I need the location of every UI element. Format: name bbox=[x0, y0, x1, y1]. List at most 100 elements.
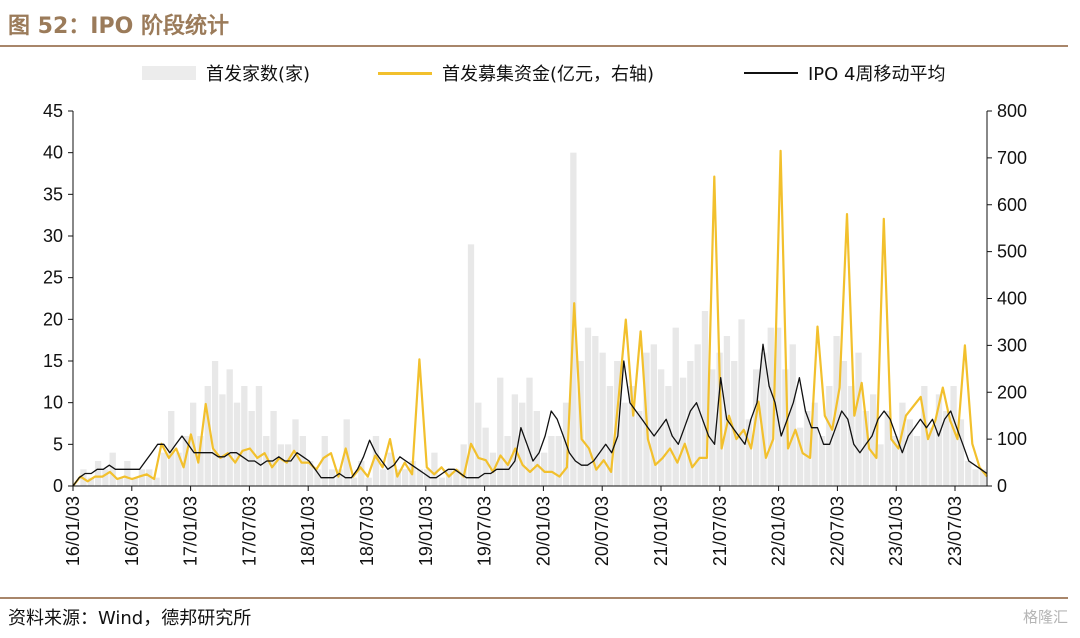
x-tick-label: 20/07/03 bbox=[592, 496, 612, 566]
legend-label-count: 首发家数(家) bbox=[206, 64, 311, 85]
x-tick-label: 18/01/03 bbox=[298, 496, 318, 566]
bar bbox=[350, 477, 358, 486]
bar bbox=[599, 352, 606, 486]
right-tick-label: 200 bbox=[997, 382, 1027, 402]
bar bbox=[248, 411, 255, 486]
bar bbox=[745, 419, 753, 486]
bar bbox=[489, 452, 497, 486]
bar bbox=[621, 402, 628, 486]
bar bbox=[767, 327, 774, 486]
bar bbox=[285, 444, 292, 486]
legend-label-ma: IPO 4周移动平均 bbox=[808, 64, 946, 85]
right-tick-label: 300 bbox=[997, 335, 1027, 355]
bar bbox=[862, 411, 870, 486]
chart-title: 图 52：IPO 阶段统计 bbox=[8, 14, 229, 39]
bar bbox=[160, 452, 168, 486]
x-tick-label: 16/07/03 bbox=[122, 496, 142, 566]
bar bbox=[533, 411, 540, 486]
bar bbox=[709, 369, 716, 486]
bar bbox=[811, 402, 818, 486]
legend: 首发家数(家) 首发募集资金(亿元，右轴) IPO 4周移动平均 bbox=[0, 60, 1080, 88]
bar bbox=[694, 344, 701, 486]
bar bbox=[94, 461, 102, 486]
bar bbox=[921, 386, 928, 486]
bar bbox=[606, 386, 614, 486]
bar bbox=[796, 427, 804, 486]
legend-item-fundraising: 首发募集资金(亿元，右轴) bbox=[378, 60, 654, 86]
bar bbox=[935, 394, 943, 486]
left-tick-label: 35 bbox=[43, 184, 63, 204]
x-tick-label: 23/07/03 bbox=[945, 496, 965, 566]
left-tick-label: 20 bbox=[43, 309, 63, 329]
bar bbox=[716, 352, 723, 486]
bar bbox=[701, 311, 709, 486]
left-tick-label: 45 bbox=[43, 101, 63, 121]
bar bbox=[672, 327, 679, 486]
bar bbox=[131, 477, 138, 486]
bar bbox=[774, 327, 782, 486]
bar bbox=[497, 377, 504, 486]
left-tick-label: 15 bbox=[43, 351, 63, 371]
right-tick-label: 600 bbox=[997, 195, 1027, 215]
bar bbox=[453, 469, 460, 486]
fundraising-line bbox=[72, 149, 988, 487]
bar bbox=[372, 436, 380, 486]
bar bbox=[219, 394, 226, 486]
bar bbox=[365, 477, 372, 486]
left-tick-label: 10 bbox=[43, 393, 63, 413]
x-tick-label: 22/01/03 bbox=[769, 496, 789, 566]
x-tick-label: 23/01/03 bbox=[886, 496, 906, 566]
bar bbox=[146, 469, 153, 486]
ma-line bbox=[72, 343, 988, 487]
left-tick-label: 5 bbox=[53, 434, 63, 454]
bar bbox=[306, 461, 314, 486]
bar bbox=[380, 469, 387, 486]
bar bbox=[979, 469, 986, 486]
bar bbox=[204, 386, 211, 486]
bar bbox=[950, 386, 957, 486]
bar bbox=[314, 469, 321, 486]
bar bbox=[321, 436, 328, 486]
bar bbox=[818, 436, 826, 486]
bar bbox=[358, 461, 365, 486]
right-tick-label: 500 bbox=[997, 242, 1027, 262]
bar bbox=[584, 327, 592, 486]
bar bbox=[175, 452, 182, 486]
bar bbox=[387, 452, 394, 486]
left-tick-label: 30 bbox=[43, 226, 63, 246]
bar bbox=[197, 436, 204, 486]
bar bbox=[511, 394, 519, 486]
bar bbox=[226, 369, 233, 486]
bar bbox=[116, 477, 124, 486]
bar bbox=[467, 244, 475, 486]
bar bbox=[753, 369, 760, 486]
bar bbox=[957, 419, 965, 486]
bottom-rule bbox=[0, 597, 1068, 599]
bar bbox=[153, 477, 160, 486]
bar bbox=[416, 469, 423, 486]
bar bbox=[614, 361, 621, 486]
bar bbox=[826, 386, 833, 486]
legend-item-count: 首发家数(家) bbox=[142, 60, 310, 86]
bar bbox=[855, 352, 862, 486]
bar bbox=[438, 477, 445, 486]
bar bbox=[526, 377, 533, 486]
bar bbox=[138, 469, 146, 486]
x-tick-label: 19/01/03 bbox=[416, 496, 436, 566]
legend-item-ma: IPO 4周移动平均 bbox=[744, 60, 946, 86]
bar bbox=[899, 402, 906, 486]
bar bbox=[804, 411, 811, 486]
bar bbox=[124, 461, 131, 486]
bar bbox=[555, 436, 562, 486]
bar bbox=[877, 444, 884, 486]
bar bbox=[270, 411, 277, 486]
bar bbox=[423, 469, 431, 486]
bar bbox=[475, 402, 482, 486]
bar bbox=[277, 444, 285, 486]
bar bbox=[299, 436, 306, 486]
legend-swatch-yellow-line bbox=[378, 71, 432, 75]
x-tick-label: 19/07/03 bbox=[475, 496, 495, 566]
bar bbox=[928, 427, 935, 486]
bar bbox=[840, 361, 848, 486]
bar bbox=[592, 336, 599, 486]
